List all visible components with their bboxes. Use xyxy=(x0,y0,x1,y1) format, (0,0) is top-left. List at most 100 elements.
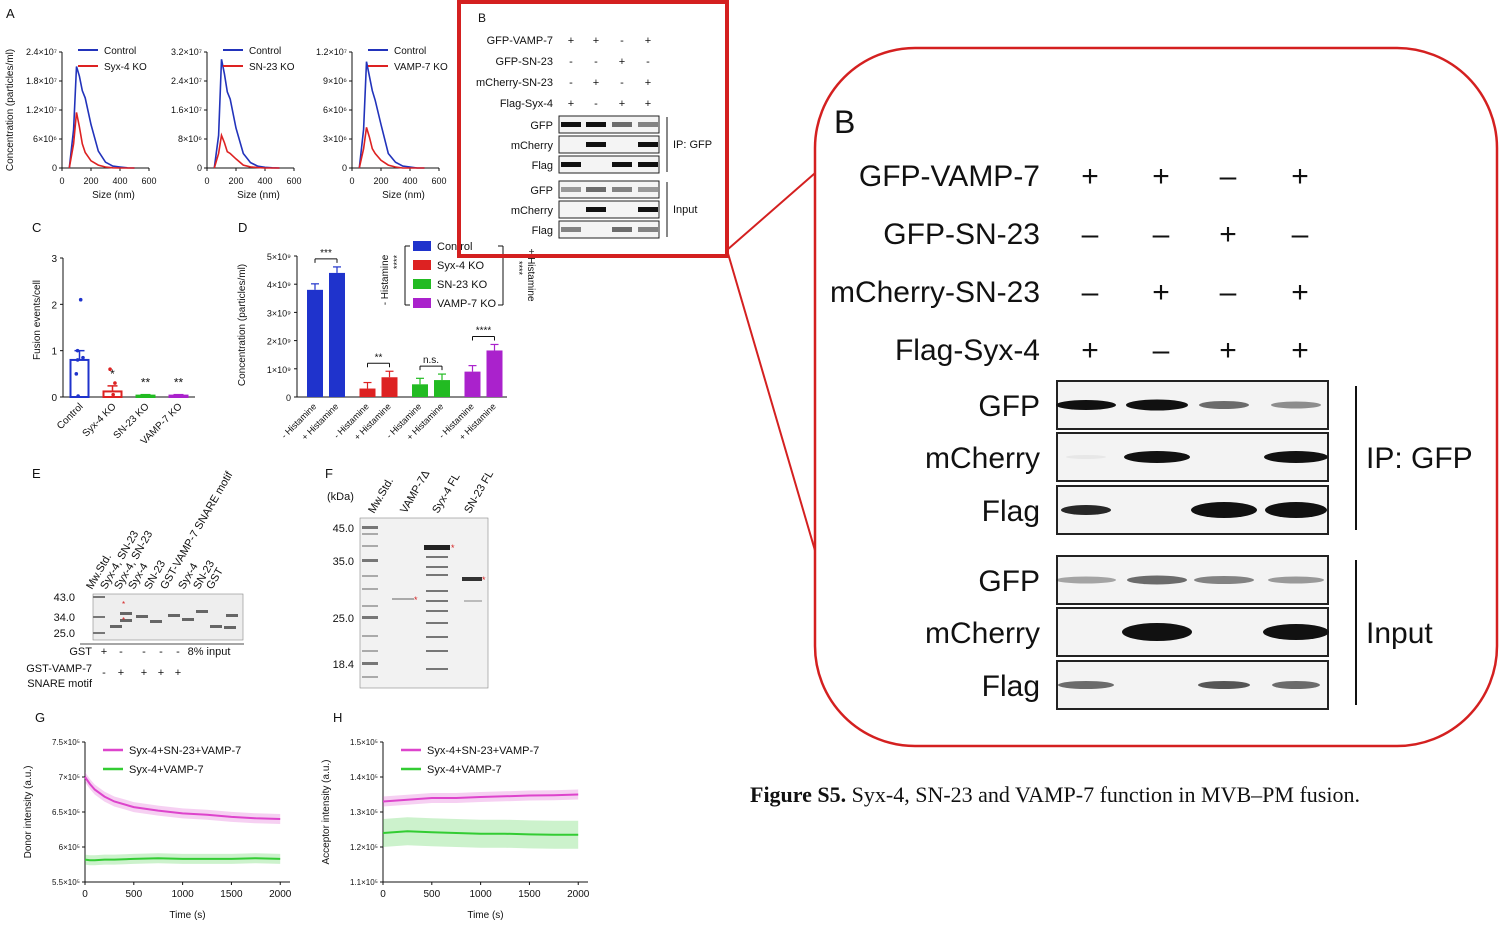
x-tick-label: 600 xyxy=(286,176,301,186)
condition-label: mCherry-SN-23 xyxy=(830,276,1040,309)
panel-b-zoom-letter: B xyxy=(834,104,855,140)
panel-b-zoom-blot: BGFP-VAMP-7 + + – + GFP-SN-23 – – + – mCherry-SN-2… xyxy=(815,48,1497,746)
condition-sign: + xyxy=(593,35,599,47)
panel-a-chart-syx4: AConcentration (particles/ml) 06×10⁶1.2×1… xyxy=(5,6,157,201)
x-tick-label: 400 xyxy=(112,176,127,186)
blot-band xyxy=(638,122,658,127)
ladder-band xyxy=(362,676,378,678)
y-tick-label: 6×10⁵ xyxy=(59,843,80,852)
condition-sign: – xyxy=(1220,160,1237,193)
gel-band xyxy=(210,625,222,628)
condition-sign: + xyxy=(1291,276,1309,309)
condition-sign: - xyxy=(569,56,573,68)
x-tick-label: 0 xyxy=(380,889,386,900)
condition-sign: + xyxy=(593,77,599,89)
chartH-letter: H xyxy=(333,710,342,725)
condition-sign: – xyxy=(1153,334,1170,367)
data-point xyxy=(81,356,85,360)
bar xyxy=(382,377,398,397)
condition-sign: – xyxy=(1220,276,1237,309)
condition-sign: + xyxy=(1219,334,1237,367)
blot-band xyxy=(1124,451,1190,463)
legend-label: Syx-4+VAMP-7 xyxy=(427,764,502,776)
y-tick-label: 3×10⁶ xyxy=(323,134,347,144)
panel-c-letter: C xyxy=(32,220,41,235)
condition-label: Flag-Syx-4 xyxy=(500,98,553,110)
gel-background xyxy=(360,518,488,688)
gel-band xyxy=(426,566,448,568)
blot-band xyxy=(586,142,606,147)
y-tick-label: 5×10⁹ xyxy=(267,252,291,262)
y-tick-label: 3×10⁹ xyxy=(267,308,291,318)
gel-band xyxy=(226,614,238,617)
blot-band xyxy=(561,227,581,232)
x-tick-label: 2000 xyxy=(269,889,292,900)
gel-band xyxy=(426,650,448,652)
blot-label: mCherry xyxy=(511,140,554,152)
condition-sign: – xyxy=(1082,218,1099,251)
blot-band xyxy=(1122,623,1192,641)
sign-gst: - xyxy=(159,646,163,658)
gel-band xyxy=(426,574,448,576)
bracket-left-label: - Histamine xyxy=(380,254,391,305)
blot-band xyxy=(1198,681,1250,689)
blot-label: mCherry xyxy=(511,205,554,217)
y-tick-label: 1.2×10⁵ xyxy=(350,843,378,852)
panel-a-ylabel: Concentration (particles/ml) xyxy=(5,49,16,171)
x-tick-label: 200 xyxy=(228,176,243,186)
panel-a-chart-vamp7: 03×10⁶6×10⁶9×10⁶1.2×10⁷0 200 400 600Size (n… xyxy=(316,46,448,201)
condition-sign: - xyxy=(569,77,573,89)
legend-label: Control xyxy=(437,241,472,253)
y-tick-label: 2 xyxy=(51,300,57,311)
panel-f-letter: F xyxy=(325,466,333,481)
blot-band xyxy=(612,227,632,232)
data-point xyxy=(113,381,117,385)
ladder-band xyxy=(362,588,378,590)
legend-swatch xyxy=(413,241,431,251)
kda-label: (kDa) xyxy=(327,491,354,503)
condition-sign: + xyxy=(1291,334,1309,367)
bar xyxy=(465,372,481,397)
y-tick-label: 0 xyxy=(342,163,347,173)
panel-f-gel: F (kDa) Mw.Std. VAMP-7ΔSyx-4 FL SN-23 FL 45.0… xyxy=(325,466,496,688)
gel-band xyxy=(110,625,122,628)
mw-mark-label: 25.0 xyxy=(333,613,354,625)
sign-gst-vamp7: + xyxy=(158,667,164,679)
blot-band xyxy=(1061,505,1111,515)
y-axis-label: Fusion events/cell xyxy=(32,280,43,360)
band-star: * xyxy=(122,600,125,609)
gel-band xyxy=(464,600,482,602)
condition-sign: – xyxy=(1153,218,1170,251)
blot-band xyxy=(1058,681,1114,689)
caption-label: Figure S5. xyxy=(750,782,846,807)
blot-band xyxy=(1191,502,1257,518)
sign-gst: + xyxy=(101,646,107,658)
legend-label: SN-23 KO xyxy=(249,62,295,73)
series-line xyxy=(359,127,424,168)
band-star: * xyxy=(482,575,486,585)
condition-sign: + xyxy=(619,56,625,68)
blot-band xyxy=(1268,577,1324,584)
legend-label: Control xyxy=(104,46,136,57)
bar xyxy=(434,380,450,397)
series-line xyxy=(214,135,279,168)
y-tick-label: 1.2×10⁷ xyxy=(316,47,347,57)
series-line xyxy=(69,112,134,168)
condition-sign: - xyxy=(594,56,598,68)
y-tick-label: 2.4×10⁷ xyxy=(26,47,57,57)
panel-b-small-blot: BGFP-VAMP-7 + + - +GFP-SN-23- - + -mCherry-SN-2… xyxy=(459,2,727,256)
x-axis-label: Time (s) xyxy=(467,910,503,921)
x-tick-label: Control xyxy=(55,401,86,432)
blot-band xyxy=(1056,577,1116,584)
ladder-band xyxy=(362,650,378,652)
bar xyxy=(71,360,89,397)
band-star: * xyxy=(414,595,418,605)
blot-band xyxy=(1271,402,1321,409)
y-tick-label: 7×10⁵ xyxy=(59,773,80,782)
row-label-snare-motif: SNARE motif xyxy=(27,678,93,690)
blot-label: GFP xyxy=(978,565,1040,598)
legend-label: Syx-4 KO xyxy=(437,260,485,272)
series-line xyxy=(359,62,424,168)
blot-band xyxy=(638,207,658,212)
legend-label: Syx-4+VAMP-7 xyxy=(129,764,204,776)
